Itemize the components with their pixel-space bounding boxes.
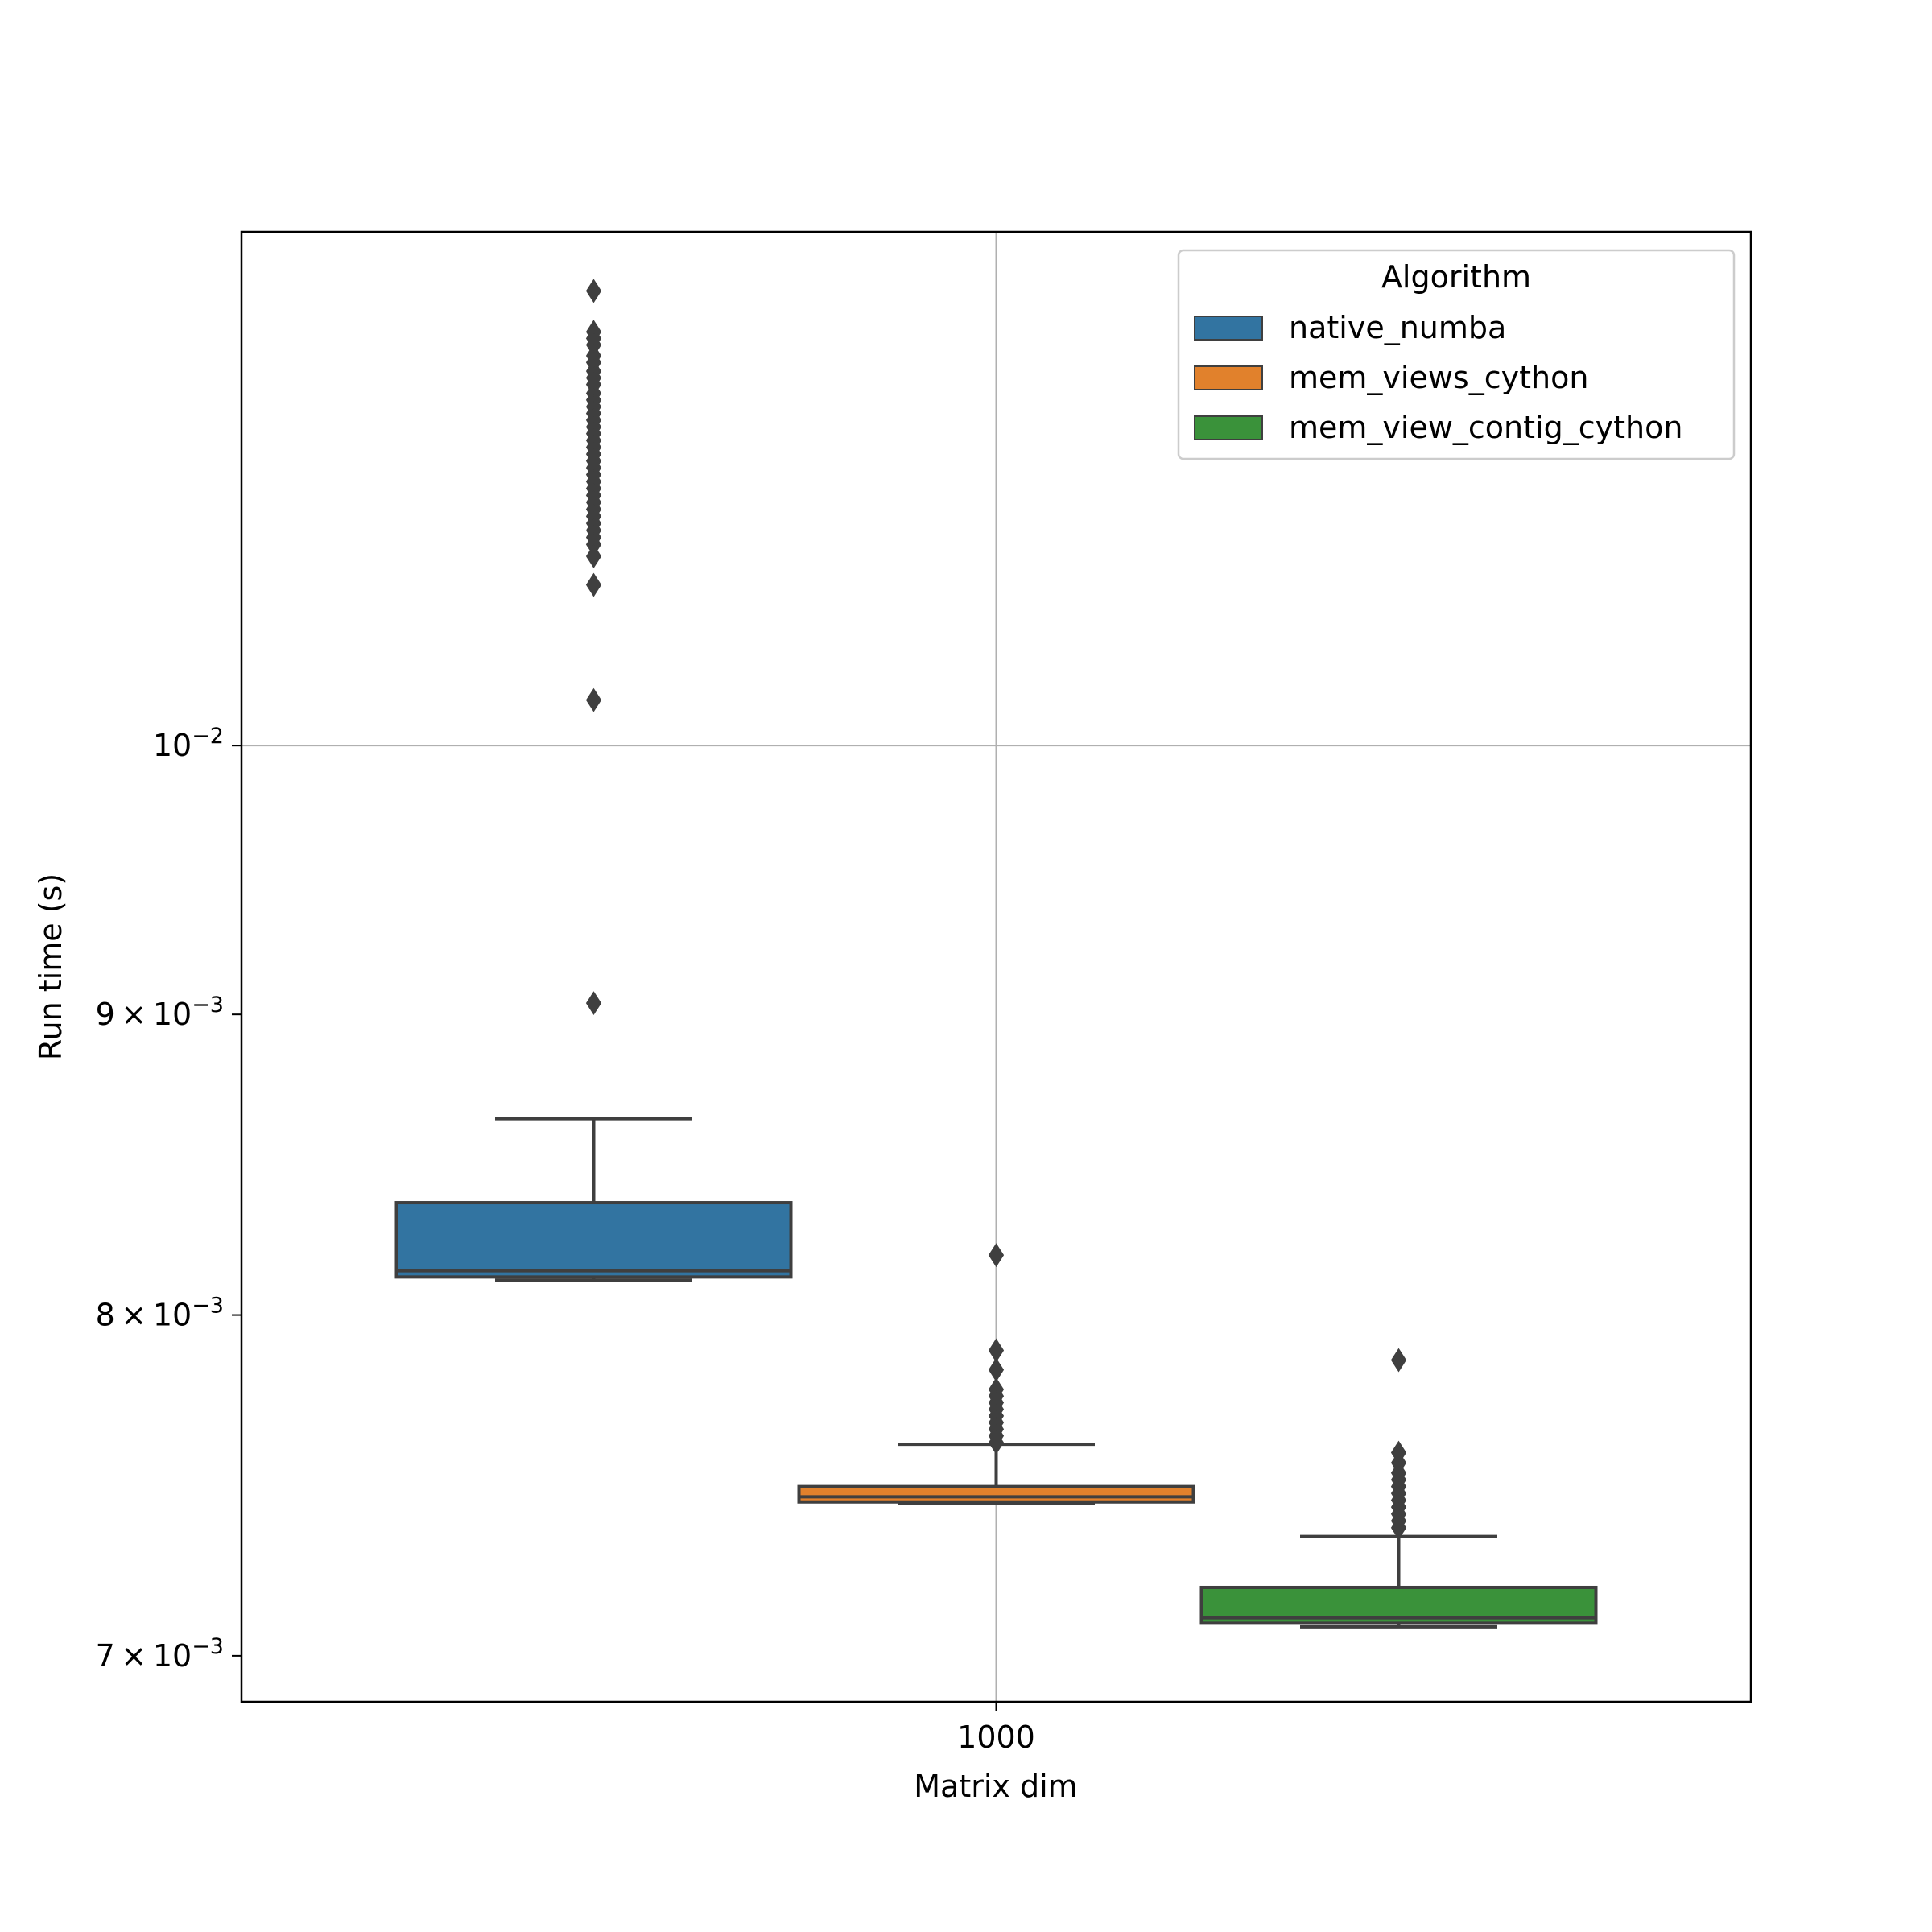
x-axis-label: Matrix dim — [914, 1769, 1077, 1804]
box-plot-series — [394, 279, 1598, 1629]
box-iqr — [394, 1201, 793, 1279]
outlier-point — [988, 1430, 1005, 1455]
outlier-point — [1390, 1515, 1407, 1540]
outlier-point — [585, 544, 602, 568]
legend-items: native_numba mem_views_cython mem_view_con… — [1194, 310, 1682, 445]
outlier-point — [1390, 1348, 1407, 1373]
legend-label: mem_view_contig_cython — [1289, 410, 1682, 445]
legend-frame — [1177, 249, 1736, 460]
legend-label: native_numba — [1289, 310, 1506, 345]
outlier-point — [585, 687, 602, 712]
legend-swatch — [1194, 365, 1263, 390]
box-native_numba — [394, 279, 793, 1282]
x-axis-ticks: 1000 — [957, 1702, 1035, 1755]
legend: Algorithm native_numba mem_views_cythonme… — [1177, 249, 1736, 460]
y-axis-ticks: 7 × 10−3 8 × 10−3 9 × 10−3 10−2 — [96, 724, 242, 1674]
y-axis-label: Run time (s) — [33, 873, 68, 1060]
y-tick-label: 10−2 — [153, 724, 224, 763]
legend-swatch — [1194, 415, 1263, 440]
legend-swatch — [1194, 316, 1263, 341]
outlier-point — [585, 279, 602, 303]
y-tick-label: 9 × 10−3 — [96, 993, 224, 1032]
box-iqr — [797, 1484, 1195, 1504]
box-mem_view_contig_cython — [1199, 1348, 1598, 1629]
box-mem_views_cython — [797, 1243, 1195, 1505]
legend-title: Algorithm — [1381, 259, 1531, 295]
outlier-point — [988, 1243, 1005, 1268]
y-tick-label: 7 × 10−3 — [96, 1634, 224, 1674]
x-tick-label: 1000 — [957, 1719, 1035, 1755]
outlier-point — [585, 991, 602, 1016]
outlier-point — [585, 572, 602, 597]
y-tick-label: 8 × 10−3 — [96, 1294, 224, 1333]
legend-label: mem_views_cython — [1289, 360, 1588, 395]
